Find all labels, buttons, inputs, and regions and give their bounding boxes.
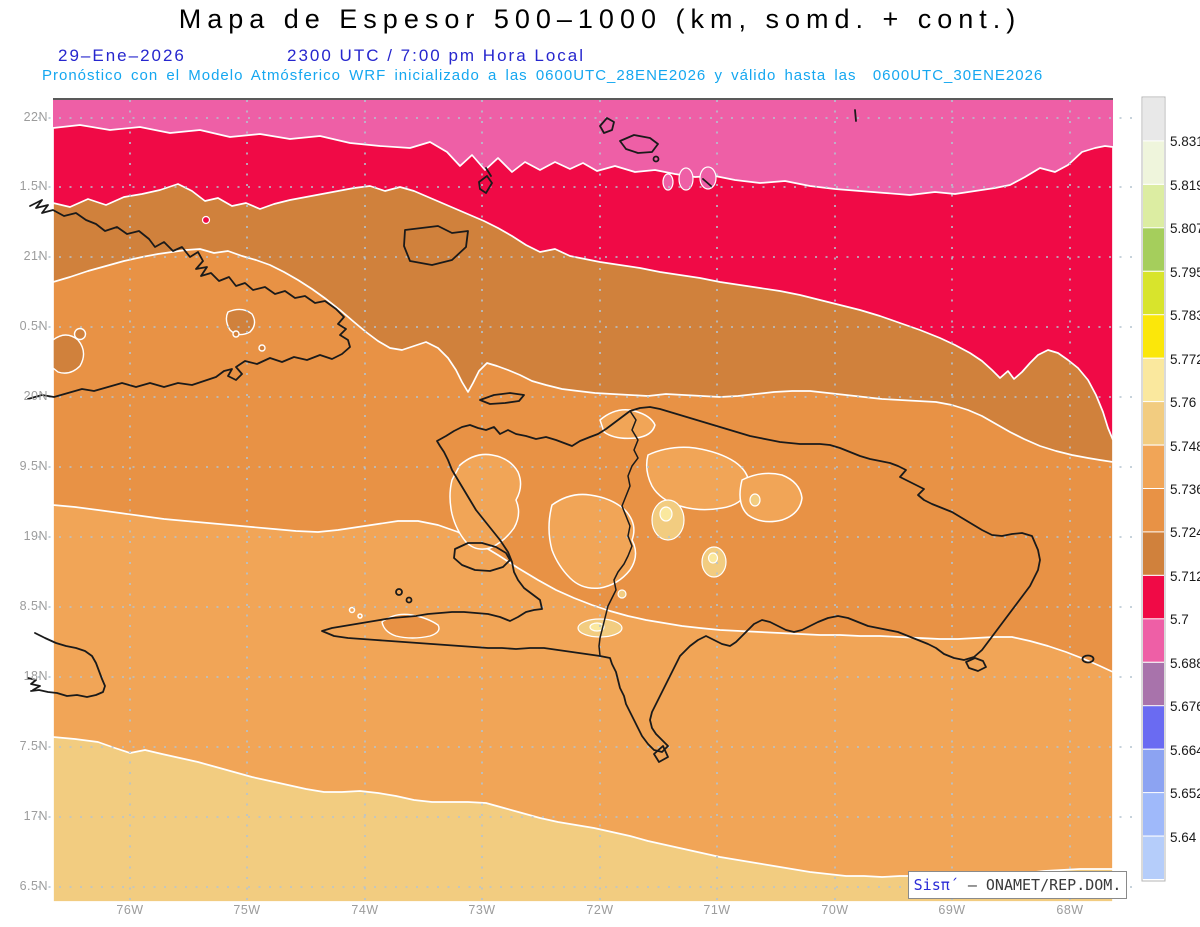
colorbar-tick-label: 5.688 <box>1170 656 1200 671</box>
lat-tick-label: 21N <box>23 249 48 263</box>
dark-orange-patches <box>53 308 266 374</box>
lon-tick-label: 75W <box>233 903 261 917</box>
jamaica-coastline <box>27 632 106 698</box>
pink-islets <box>201 166 717 225</box>
colorbar-tick-label: 5.712 <box>1170 569 1200 584</box>
time-label: 2300 UTC / 7:00 pm Hora Local <box>287 46 586 65</box>
lat-tick-label: 19N <box>23 529 48 543</box>
ile-a-vache-islet <box>395 588 403 596</box>
thickness-bands <box>53 100 1113 902</box>
lon-tick-label: 74W <box>351 903 379 917</box>
attribution-text: – ONAMET/REP.DOM. <box>958 876 1122 894</box>
colorbar-tick-label: 5.7 <box>1170 612 1189 627</box>
attribution-box: Sisπ´ – ONAMET/REP.DOM. <box>908 871 1127 899</box>
colorbar-tick-label: 5.64 <box>1170 830 1197 845</box>
great-inagua-island <box>403 225 469 266</box>
beata-island <box>653 745 669 763</box>
colorbar-swatch <box>1143 532 1164 575</box>
lat-tick-label: 9.5N <box>19 459 48 473</box>
colorbar-swatch <box>1143 575 1164 619</box>
gonave-island <box>453 542 511 572</box>
hispaniola-coastline <box>321 406 1041 753</box>
gridlines <box>38 100 1132 905</box>
page-title: Mapa de Espesor 500–1000 (km, somd. + co… <box>178 4 1022 34</box>
colorbar-swatch <box>1143 271 1164 315</box>
date-label: 29–Ene–2026 <box>58 46 186 65</box>
colorbar-tick-label: 5.819 <box>1170 178 1200 193</box>
tortue-island <box>479 392 525 405</box>
coastlines <box>27 109 1095 763</box>
colorbar-tick-label: 5.664 <box>1170 743 1200 758</box>
haiti-dr-border <box>598 410 639 657</box>
colorbar-swatch <box>1143 98 1164 141</box>
sispi-logo: Sisπ´ <box>913 876 959 894</box>
lon-tick-label: 76W <box>116 903 144 917</box>
lon-tick-label: 69W <box>938 903 966 917</box>
lat-tick-label: 6.5N <box>19 879 48 893</box>
colorbar-swatch <box>1143 228 1164 271</box>
colorbar-tick-label: 5.795 <box>1170 265 1200 280</box>
lat-tick-label: 0.5N <box>19 319 48 333</box>
mountain-spots <box>577 493 761 638</box>
colorbar-tick-label: 5.783 <box>1170 308 1200 323</box>
lat-tick-label: 1.5N <box>19 179 48 193</box>
turks-islet <box>652 155 660 163</box>
lat-tick-label: 18N <box>23 669 48 683</box>
lon-tick-label: 68W <box>1056 903 1084 917</box>
mayaguana-island <box>478 167 493 194</box>
colorbar-swatch <box>1143 141 1164 184</box>
colorbar-tick-label: 5.748 <box>1170 439 1200 454</box>
forecast-model-line: Pronóstico con el Modelo Atmósferico WRF… <box>42 67 1044 84</box>
lat-tick-label: 22N <box>23 110 48 124</box>
colorbar-swatch <box>1143 836 1164 879</box>
saona-island <box>965 657 987 672</box>
lon-tick-label: 72W <box>586 903 614 917</box>
cuba-coastline <box>27 199 351 400</box>
mona-island <box>1081 654 1095 664</box>
colorbar-swatch <box>1143 706 1164 749</box>
colorbar-tick-label: 5.676 <box>1170 699 1200 714</box>
lon-tick-label: 73W <box>468 903 496 917</box>
colorbar-swatch <box>1143 445 1164 488</box>
colorbar-frame <box>1141 96 1166 882</box>
lat-tick-label: 8.5N <box>19 599 48 613</box>
lon-tick-label: 71W <box>703 903 731 917</box>
colorbar-swatch <box>1143 489 1164 532</box>
colorbar-tick-label: 5.736 <box>1170 482 1200 497</box>
colorbar-tick-label: 5.807 <box>1170 221 1200 236</box>
colorbar-tick-label: 5.652 <box>1170 786 1200 801</box>
turks-caicos-islands <box>599 117 659 154</box>
colorbar-swatch <box>1143 358 1164 402</box>
lat-tick-label: 20N <box>23 389 48 403</box>
colorbar-swatch <box>1143 315 1164 358</box>
colorbar-tick-label: 5.831 <box>1170 134 1200 149</box>
orange-patch-tiburon <box>381 613 440 639</box>
lat-tick-label: 7.5N <box>19 739 48 753</box>
colorbar <box>1141 96 1166 882</box>
colorbar-swatch <box>1143 793 1164 836</box>
colorbar-tick-label: 5.724 <box>1170 525 1200 540</box>
colorbar-swatch <box>1143 184 1164 228</box>
colorbar-swatch <box>1143 402 1164 445</box>
tiburon-islet <box>405 596 413 604</box>
colorbar-swatch <box>1143 662 1164 706</box>
bahamas-islet-dash <box>702 109 857 187</box>
colorbar-tick-label: 5.76 <box>1170 395 1197 410</box>
lat-tick-label: 17N <box>23 809 48 823</box>
lon-tick-label: 70W <box>821 903 849 917</box>
colorbar-swatch <box>1143 749 1164 793</box>
colorbar-tick-label: 5.772 <box>1170 352 1200 367</box>
light-orange-patches <box>348 408 803 619</box>
colorbar-swatch <box>1143 619 1164 662</box>
